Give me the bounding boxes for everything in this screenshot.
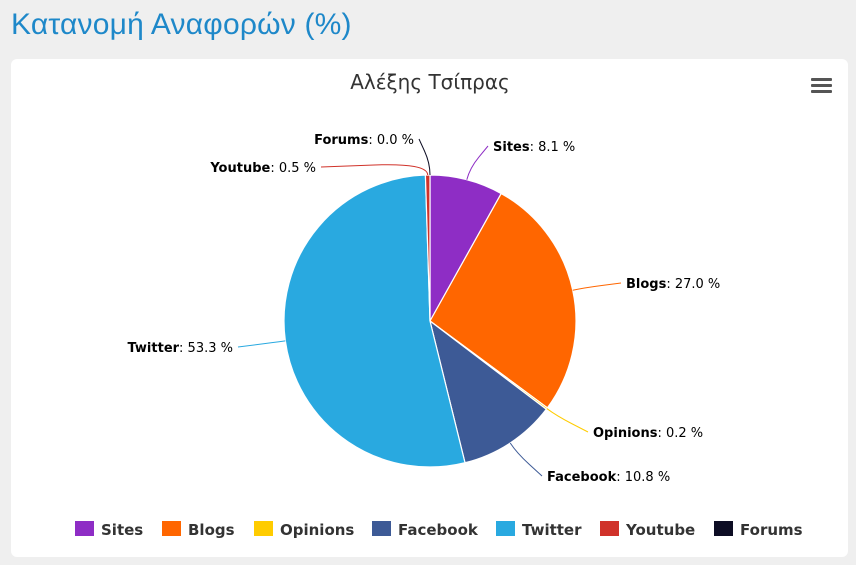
legend-label: Sites [101,521,143,539]
legend-label: Opinions [280,521,354,539]
data-label-forums: Forums: 0.0 % [314,133,414,148]
connector-forums [418,138,431,176]
legend-label: Youtube [625,521,695,539]
page-title: Κατανομή Αναφορών (%) [11,8,352,41]
legend-label: Forums [740,521,803,539]
legend-item-twitter[interactable]: Twitter [496,521,582,539]
connector-youtube [320,164,429,176]
data-label-value: : 10.8 % [616,470,670,485]
legend-label: Facebook [398,521,479,539]
data-label-facebook: Facebook: 10.8 % [547,470,670,485]
legend-item-sites[interactable]: Sites [75,521,143,539]
pie-slice-blogs[interactable] [429,192,577,409]
data-label-opinions: Opinions: 0.2 % [593,426,703,441]
data-label-name: Blogs [626,277,667,292]
legend-swatch [496,521,515,536]
data-label-name: Facebook [547,470,617,485]
menu-bar-icon [811,84,832,87]
connector-blogs [572,282,622,291]
legend-swatch [372,521,391,536]
legend-item-opinions[interactable]: Opinions [254,521,354,539]
legend-item-facebook[interactable]: Facebook [372,521,479,539]
connector-facebook [509,442,543,477]
legend-swatch [600,521,619,536]
menu-bar-icon [811,90,832,93]
pie-slice-twitter[interactable] [283,174,466,468]
data-label-youtube: Youtube: 0.5 % [209,161,316,176]
data-label-value: : 0.0 % [368,133,414,148]
data-label-name: Youtube [209,161,270,176]
data-label-value: : 8.1 % [530,140,576,155]
data-label-name: Sites [493,140,530,155]
connector-sites [466,145,489,180]
legend-item-blogs[interactable]: Blogs [162,521,235,539]
legend-swatch [714,521,733,536]
connector-twitter [237,340,286,348]
legend-swatch [162,521,181,536]
legend-item-youtube[interactable]: Youtube [600,521,695,539]
legend-label: Blogs [188,521,235,539]
data-label-name: Forums [314,133,368,148]
data-label-name: Twitter [127,341,179,356]
menu-bar-icon [811,78,832,81]
data-label-value: : 0.2 % [657,426,703,441]
legend-label: Twitter [522,521,582,539]
data-label-blogs: Blogs: 27.0 % [626,277,720,292]
data-label-value: : 0.5 % [270,161,316,176]
connector-opinions [546,408,589,433]
legend-item-forums[interactable]: Forums [714,521,803,539]
data-label-value: : 27.0 % [666,277,720,292]
data-label-twitter: Twitter: 53.3 % [127,341,233,356]
chart-title: Αλέξης Τσίπρας [350,70,510,94]
legend-swatch [75,521,94,536]
chart-menu-button[interactable] [809,75,835,97]
data-label-name: Opinions [593,426,658,441]
data-label-value: : 53.3 % [179,341,233,356]
data-label-sites: Sites: 8.1 % [493,140,575,155]
legend-swatch [254,521,273,536]
